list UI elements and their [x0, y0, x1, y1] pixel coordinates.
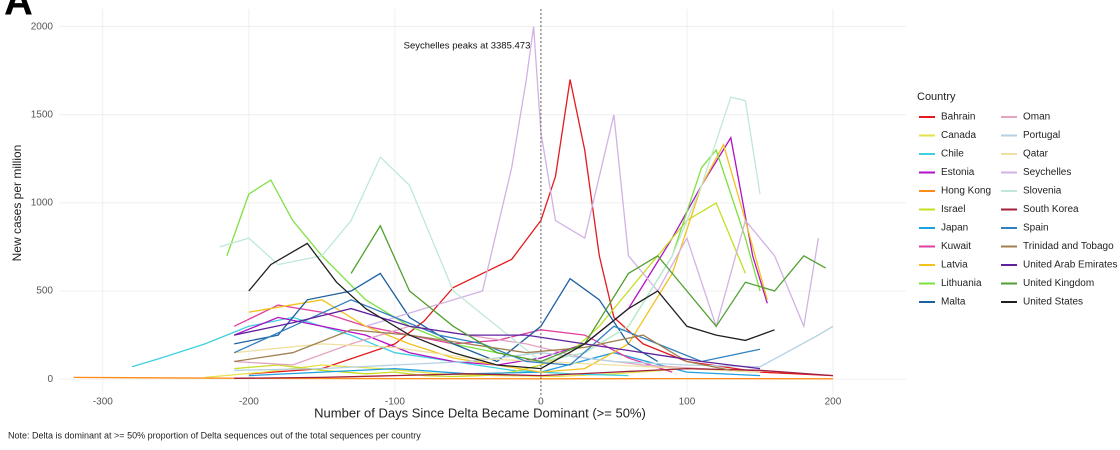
legend-label: United States	[1023, 297, 1083, 308]
series-line	[234, 201, 747, 378]
y-axis-title: New cases per million	[10, 145, 24, 262]
legend-label: Seychelles	[1023, 167, 1071, 178]
series-line	[233, 299, 761, 366]
legend-label: Qatar	[1023, 149, 1049, 160]
series-line	[219, 96, 761, 363]
legend-label: Kuwait	[941, 241, 971, 252]
x-tick-label: 0	[538, 397, 544, 408]
legend-label: Malta	[941, 297, 966, 308]
legend-label: Japan	[941, 223, 968, 234]
legend-label: Trinidad and Tobago	[1023, 241, 1114, 252]
x-axis-title: Number of Days Since Delta Became Domina…	[314, 405, 646, 420]
series-line	[226, 148, 761, 363]
series-line	[234, 272, 659, 363]
legend-label: Slovenia	[1023, 186, 1062, 197]
series-line	[234, 367, 834, 379]
legend-label: South Korea	[1023, 204, 1079, 215]
series-line	[234, 325, 761, 373]
x-tick-label: -100	[385, 397, 405, 408]
annotation: Seychelles peaks at 3385.473	[404, 41, 531, 52]
x-tick-label: -300	[93, 397, 113, 408]
legend-label: Oman	[1023, 112, 1050, 123]
legend-label: Hong Kong	[941, 186, 991, 197]
series-line	[234, 325, 834, 371]
series-line	[248, 242, 775, 370]
series-line	[234, 343, 761, 373]
series-line	[234, 329, 731, 371]
legend-title: Country	[917, 91, 956, 103]
legend-label: Bahrain	[941, 112, 975, 123]
y-tick-label: 1500	[31, 109, 54, 120]
legend-label: Latvia	[941, 260, 968, 271]
y-tick-label: 0	[47, 374, 53, 385]
legend-label: Chile	[941, 149, 964, 160]
legend-label: United Arab Emirates	[1023, 260, 1118, 271]
legend-label: Portugal	[1023, 130, 1060, 141]
legend-label: United Kingdom	[1023, 278, 1094, 289]
note: Note: Delta is dominant at >= 50% propor…	[8, 430, 421, 440]
x-tick-label: 100	[679, 397, 696, 408]
legend-label: Spain	[1023, 223, 1049, 234]
panel-label: A	[4, 0, 33, 24]
series-line	[365, 26, 820, 329]
series-line	[131, 316, 629, 377]
y-tick-label: 500	[36, 286, 53, 297]
series-line	[73, 376, 834, 380]
series-line	[248, 142, 768, 373]
series-line	[350, 224, 827, 363]
legend-label: Canada	[941, 130, 976, 141]
y-tick-label: 2000	[31, 21, 54, 32]
legend-label: Lithuania	[941, 278, 982, 289]
x-tick-label: 200	[825, 397, 842, 408]
series-line	[234, 307, 761, 370]
y-tick-label: 1000	[31, 198, 54, 209]
legend-label: Estonia	[941, 167, 975, 178]
x-tick-label: -200	[239, 397, 259, 408]
legend-label: Israel	[941, 204, 965, 215]
